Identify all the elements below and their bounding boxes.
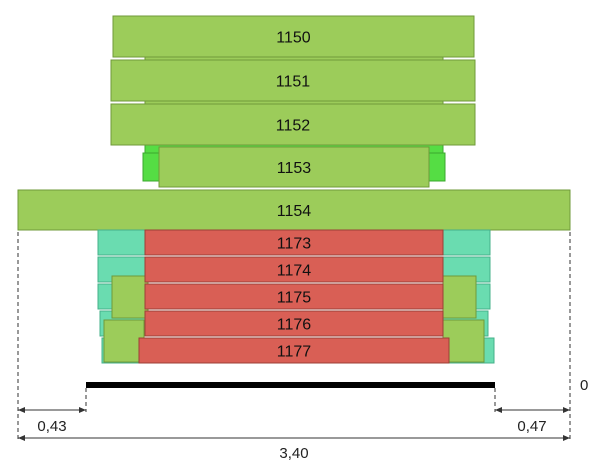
block-label-1152: 1152: [276, 118, 311, 135]
upper-blocks: 1150 1151 1152 1153 1154: [17, 15, 571, 231]
arrow-left-offset-b: [79, 407, 86, 413]
block-1175: [144, 283, 444, 310]
green-underlay-right-2: [442, 319, 485, 363]
block-1151: [110, 59, 476, 102]
block-label-1151: 1151: [276, 74, 311, 91]
base-level-label: 0: [580, 377, 588, 394]
block-1177: [138, 337, 450, 364]
right-offset-label: 0,47: [517, 418, 546, 435]
lower-green-underlays: [103, 275, 485, 363]
green-underlay-left-1: [111, 275, 149, 319]
block-label-1174: 1174: [277, 263, 312, 280]
dimension-arrows: [18, 407, 570, 441]
green-underlay-left-2: [103, 319, 145, 363]
block-1150: [112, 15, 475, 58]
block-label-1173: 1173: [277, 236, 312, 253]
bright-underlay-1153-left: [142, 152, 162, 182]
left-offset-label: 0,43: [37, 418, 66, 435]
arrow-total-a: [18, 435, 25, 441]
arrow-total-b: [563, 435, 570, 441]
block-1173: [144, 229, 444, 256]
block-1153: [158, 146, 430, 188]
dimension-lines: [17, 232, 571, 440]
block-1174: [144, 256, 444, 283]
bright-underlay-1153-right: [427, 152, 446, 182]
block-label-1154: 1154: [277, 203, 312, 220]
total-width-label: 3,40: [279, 445, 308, 462]
block-label-1150: 1150: [276, 30, 311, 47]
arrow-right-offset-a: [495, 407, 502, 413]
base-bar: [86, 382, 495, 388]
block-1154: [17, 189, 571, 231]
block-label-1153: 1153: [277, 160, 312, 177]
block-label-1175: 1175: [277, 290, 312, 307]
block-label-1177: 1177: [277, 344, 312, 361]
arrow-left-offset-a: [18, 407, 25, 413]
block-1176: [144, 310, 444, 337]
green-underlay-right-1: [442, 275, 477, 319]
block-1152: [110, 103, 476, 146]
block-label-1176: 1176: [277, 317, 312, 334]
arrow-right-offset-b: [563, 407, 570, 413]
lower-blocks: 1173 1174 1175 1176 1177: [138, 229, 450, 364]
